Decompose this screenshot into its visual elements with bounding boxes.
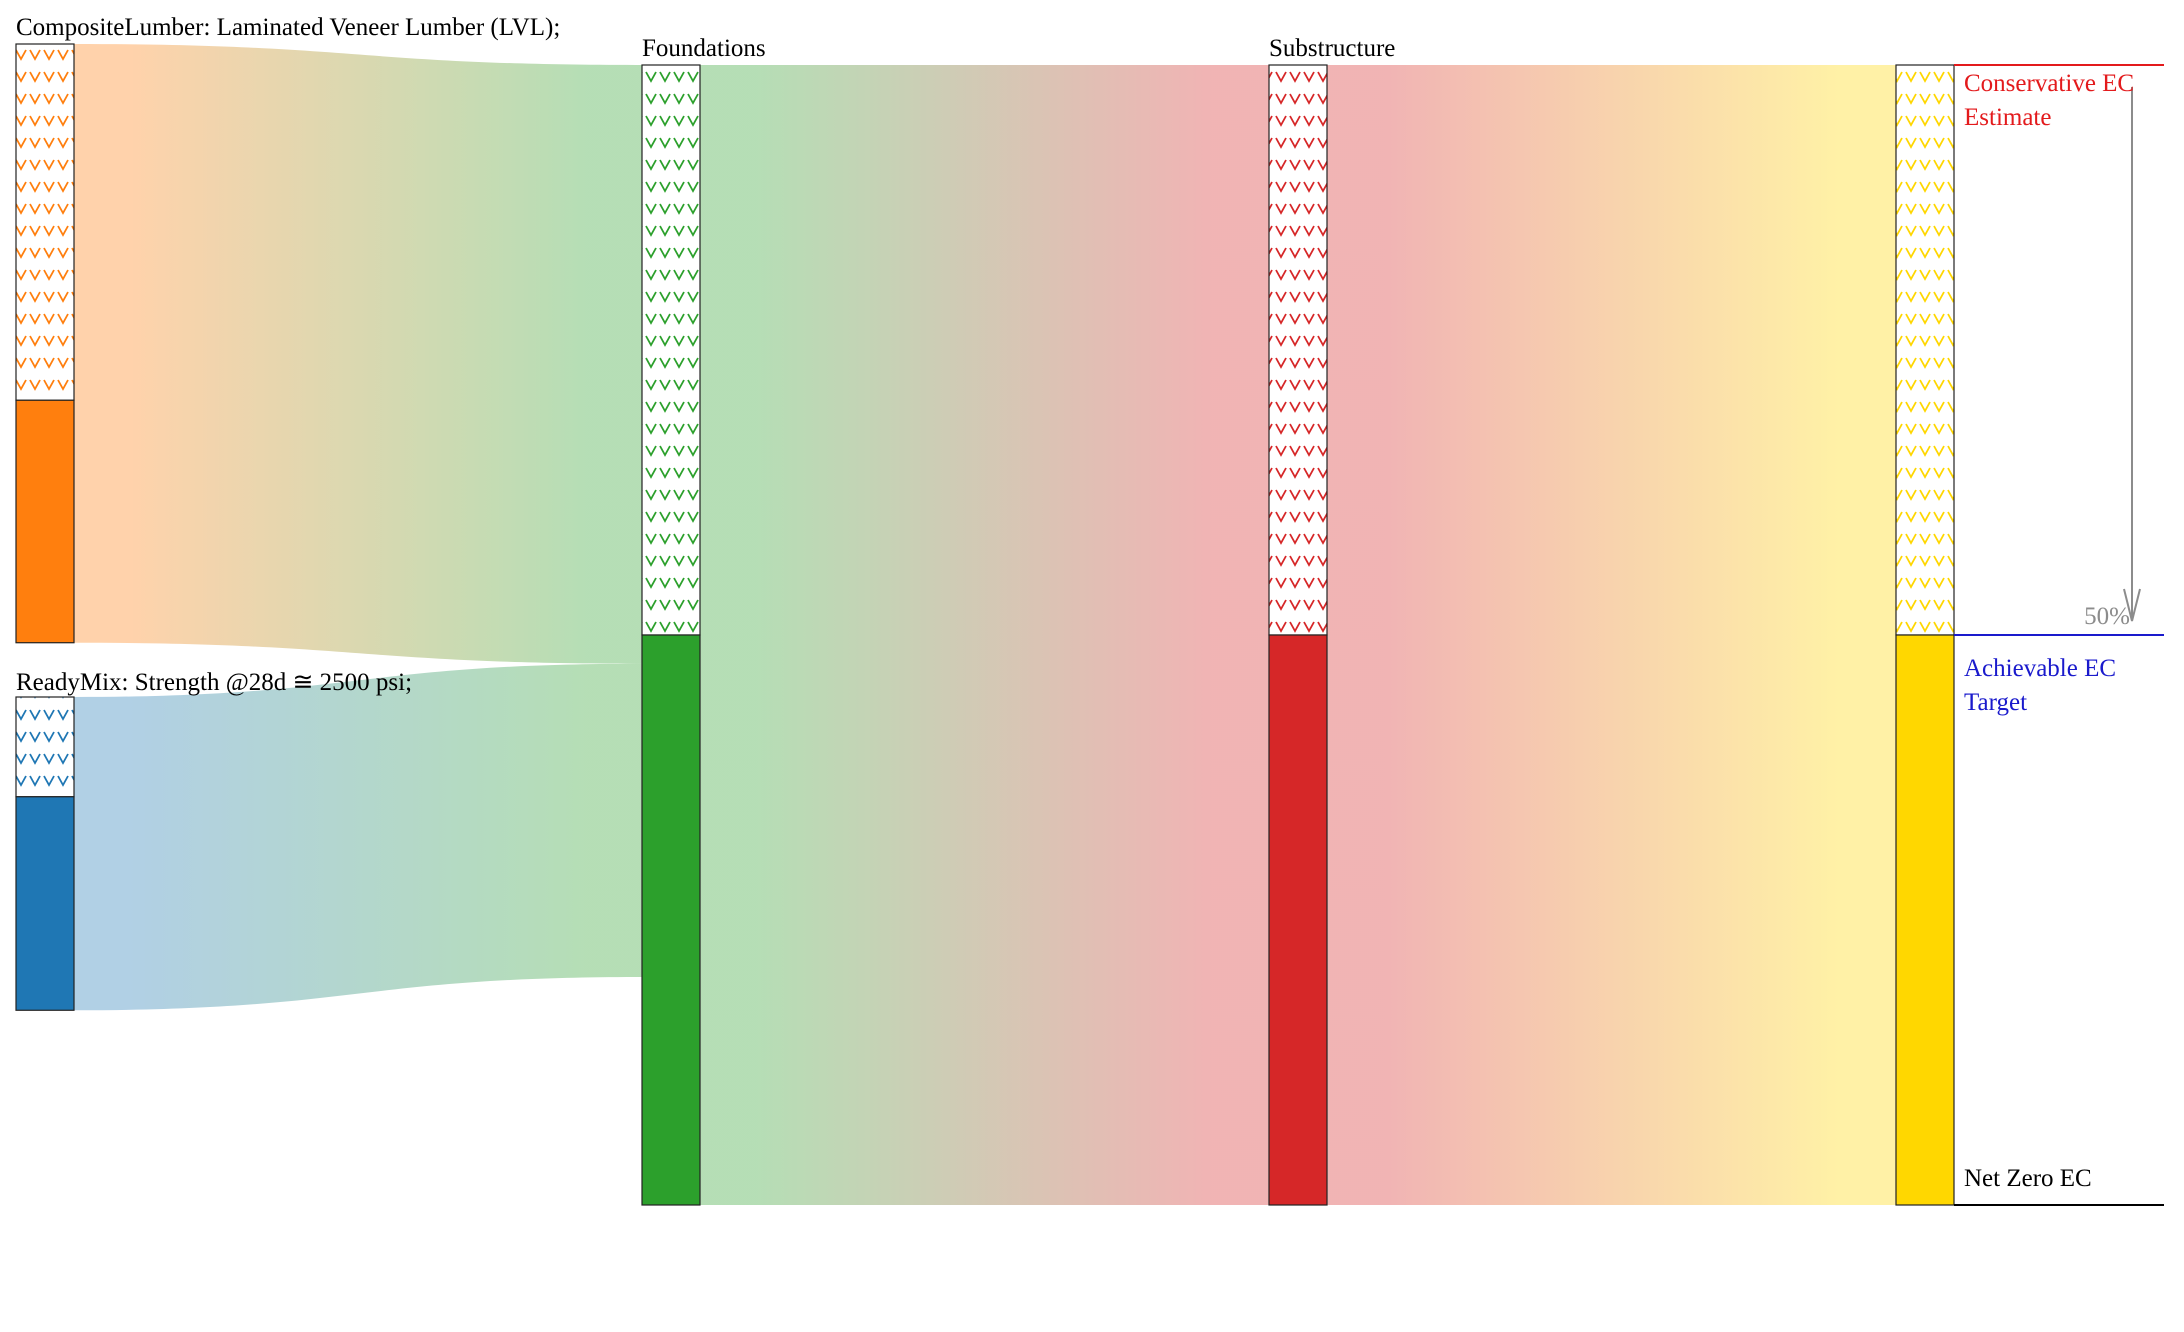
- reduction-percent-label: 50%: [2084, 603, 2130, 630]
- sankey-nodes: [15, 43, 1955, 1206]
- node-label-readymix: ReadyMix: Strength @28d ≅ 2500 psi;: [16, 669, 412, 696]
- link-foundations-to-substructure: [700, 65, 1269, 1205]
- conservative-label-line-2: Estimate: [1964, 104, 2051, 131]
- achievable-label-line-1: Achievable EC: [1964, 655, 2116, 682]
- link-readymix-to-foundations: [74, 663, 642, 1011]
- node-substructure-conservative: [1268, 64, 1328, 636]
- node-foundations-conservative: [641, 64, 701, 636]
- node-label-substructure: Substructure: [1269, 35, 1395, 62]
- node-substructure-achievable: [1268, 634, 1328, 1206]
- net-zero-label: Net Zero EC: [1964, 1165, 2092, 1192]
- node-label-lvl: CompositeLumber: Laminated Veneer Lumber…: [16, 14, 560, 41]
- link-substructure-to-target: [1327, 65, 1896, 1205]
- node-target-achievable: [1895, 634, 1955, 1206]
- node-readymix-achievable: [15, 796, 75, 1011]
- node-lvl-achievable: [15, 399, 75, 644]
- node-readymix-conservative: [15, 696, 75, 798]
- sankey-links: [74, 44, 1896, 1205]
- link-lvl-to-foundations: [74, 44, 642, 664]
- conservative-label-line-1: Conservative EC: [1964, 70, 2134, 97]
- node-label-foundations: Foundations: [642, 35, 766, 62]
- achievable-label-line-2: Target: [1964, 689, 2027, 716]
- node-foundations-achievable: [641, 634, 701, 1206]
- node-lvl-conservative: [15, 43, 75, 401]
- reduction-arrowhead: [2123, 588, 2141, 622]
- node-target-conservative: [1895, 64, 1955, 636]
- target-annotations: [1954, 64, 2164, 1206]
